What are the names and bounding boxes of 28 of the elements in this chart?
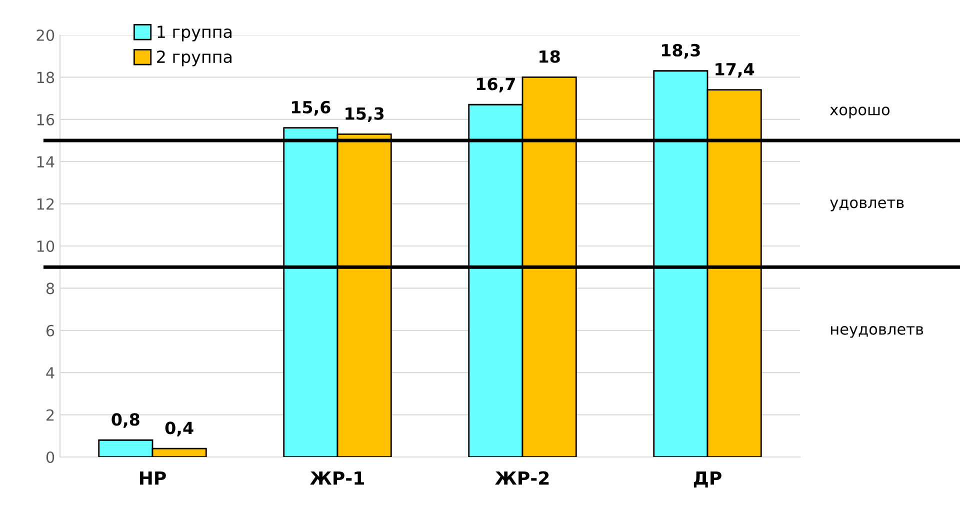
y-tick-label: 4 xyxy=(46,367,54,378)
data-label: 15,3 xyxy=(346,107,384,122)
y-tick-label: 0 xyxy=(46,451,54,464)
x-tick-label: ЖР-1 xyxy=(310,471,364,485)
text: удовлетв xyxy=(830,199,904,212)
data-label: 15,6 xyxy=(292,100,330,116)
data-label: 0,4 xyxy=(165,422,194,436)
legend-label: 1 группа xyxy=(158,26,232,42)
y-tick-label: 16 xyxy=(37,114,54,126)
y-tick-label: 18 xyxy=(37,72,54,84)
y-tick-label: 6 xyxy=(46,324,54,336)
y-tick-label: 8 xyxy=(46,282,54,294)
data-label: 18,3 xyxy=(662,44,700,59)
y-tick-label: 12 xyxy=(37,198,54,210)
data-label: 18 xyxy=(540,50,560,63)
y-tick-label: 10 xyxy=(37,240,54,252)
x-tick-label: ЖР-2 xyxy=(495,471,549,485)
y-tick-label: 14 xyxy=(37,156,54,168)
legend-label: 2 группа xyxy=(157,50,232,66)
text: неудовлетв xyxy=(830,326,924,338)
data-label: 17,4 xyxy=(716,63,754,78)
data-label: 0,8 xyxy=(112,413,140,428)
data-label: 16,7 xyxy=(476,78,515,92)
y-tick-label: 2 xyxy=(46,409,54,421)
y-tick-label: 20 xyxy=(36,29,54,42)
text: хорошо xyxy=(830,106,890,118)
x-tick-label: НР xyxy=(140,471,166,485)
x-tick-label: ДР xyxy=(694,471,722,488)
